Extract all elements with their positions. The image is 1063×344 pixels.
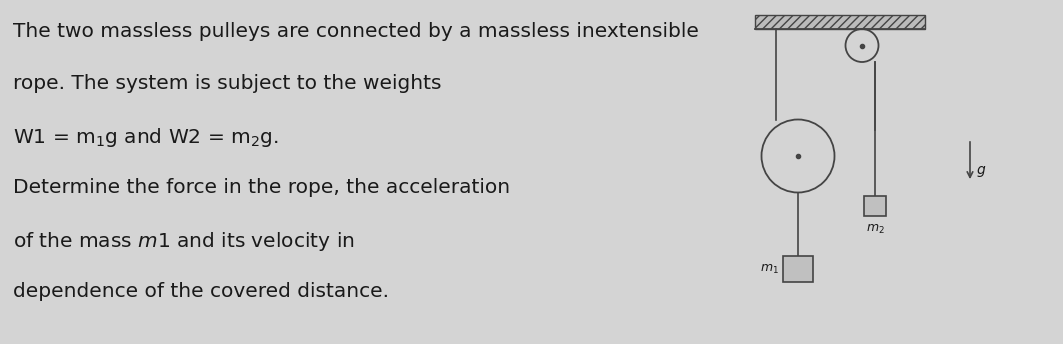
Text: The two massless pulleys are connected by a massless inextensible: The two massless pulleys are connected b… <box>13 22 698 41</box>
FancyBboxPatch shape <box>755 15 925 29</box>
Text: g: g <box>977 163 985 177</box>
Text: $m_2$: $m_2$ <box>865 223 884 236</box>
Text: $m_1$: $m_1$ <box>760 262 779 276</box>
Bar <box>783 256 813 282</box>
Text: Determine the force in the rope, the acceleration: Determine the force in the rope, the acc… <box>13 178 510 197</box>
Text: W1 = m$_{1}$g and W2 = m$_{2}$g.: W1 = m$_{1}$g and W2 = m$_{2}$g. <box>13 126 279 149</box>
Bar <box>864 196 885 216</box>
Text: rope. The system is subject to the weights: rope. The system is subject to the weigh… <box>13 74 441 93</box>
Text: dependence of the covered distance.: dependence of the covered distance. <box>13 282 389 301</box>
Text: of the mass $\mathit{m}$1 and its velocity in: of the mass $\mathit{m}$1 and its veloci… <box>13 230 355 253</box>
